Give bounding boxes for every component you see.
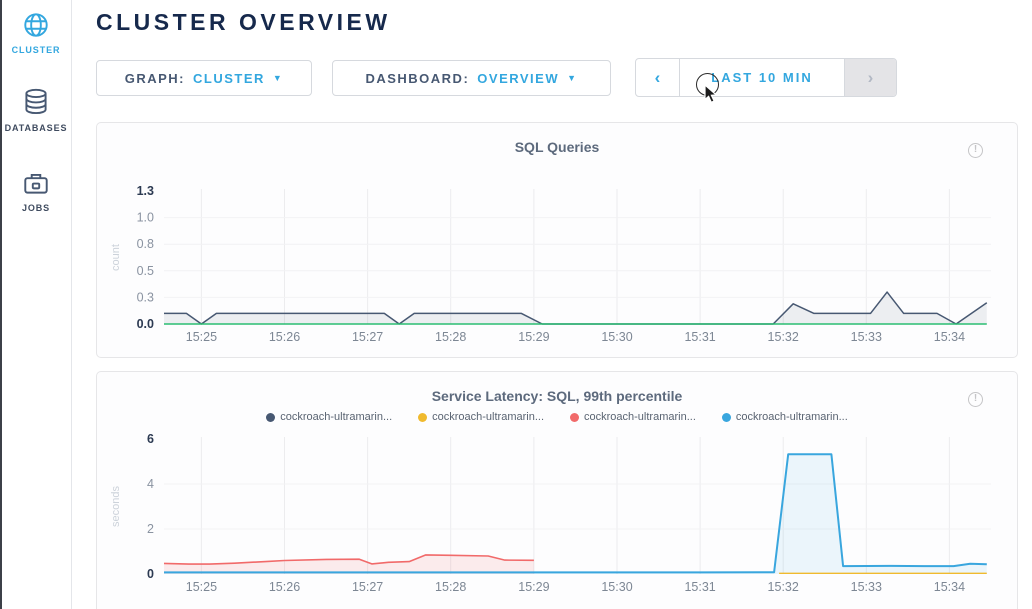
info-icon[interactable] [968, 143, 983, 158]
sql-queries-chart[interactable]: 0.0 0.3 0.5 0.8 1.0 1.3 15:25 15:26 15:27 15:28 15… [97, 123, 1019, 359]
svg-text:15:28: 15:28 [435, 330, 466, 344]
legend-label: cockroach-ultramarin... [584, 411, 696, 423]
legend-item[interactable]: cockroach-ultramarin... [418, 411, 544, 423]
svg-text:15:27: 15:27 [352, 580, 383, 594]
page-title: CLUSTER OVERVIEW [96, 9, 391, 35]
svg-text:15:31: 15:31 [684, 580, 715, 594]
svg-text:15:34: 15:34 [934, 580, 965, 594]
svg-text:15:33: 15:33 [851, 580, 882, 594]
svg-text:15:30: 15:30 [601, 580, 632, 594]
briefcase-icon [24, 174, 48, 194]
svg-text:15:26: 15:26 [269, 330, 300, 344]
time-range-prev-button[interactable]: ‹ [636, 59, 680, 96]
sidebar-item-label: CLUSTER [11, 45, 61, 55]
database-icon [25, 88, 47, 115]
svg-text:15:32: 15:32 [768, 580, 799, 594]
dashboard-dropdown-value: OVERVIEW [477, 70, 560, 86]
svg-text:15:26: 15:26 [269, 580, 300, 594]
svg-text:15:28: 15:28 [435, 580, 466, 594]
svg-text:count: count [110, 244, 122, 271]
svg-text:0.0: 0.0 [137, 317, 154, 331]
svg-text:2: 2 [147, 522, 154, 536]
graph-dropdown-value: CLUSTER [192, 70, 265, 86]
dashboard-dropdown-label: DASHBOARD: [365, 70, 470, 86]
svg-text:15:31: 15:31 [684, 330, 715, 344]
svg-text:15:27: 15:27 [352, 330, 383, 344]
svg-text:0.5: 0.5 [137, 264, 154, 278]
chart2-legend: cockroach-ultramarin... cockroach-ultrama… [97, 411, 1017, 423]
sidebar-item-label: JOBS [21, 203, 51, 213]
chevron-down-icon [567, 74, 577, 83]
svg-text:0.3: 0.3 [137, 290, 154, 304]
sql-queries-panel: 0.0 0.3 0.5 0.8 1.0 1.3 15:25 15:26 15:27 15:28 15… [96, 122, 1018, 358]
info-icon[interactable] [968, 392, 983, 407]
svg-text:1.0: 1.0 [137, 211, 154, 225]
service-latency-chart[interactable]: 0 2 4 6 15:25 15:26 15:27 15:28 15:29 15:30 15:31 1… [97, 372, 1019, 609]
sidebar-item-cluster[interactable]: CLUSTER [0, 10, 72, 55]
svg-text:4: 4 [147, 477, 154, 491]
sidebar-item-jobs[interactable]: JOBS [0, 168, 72, 213]
graph-dropdown-label: GRAPH: [124, 70, 185, 86]
chart-title: Service Latency: SQL, 99th percentile [431, 388, 683, 404]
svg-text:1.3: 1.3 [137, 184, 154, 198]
time-range-label[interactable]: LAST 10 MIN [711, 70, 813, 85]
legend-dot-icon [721, 412, 731, 422]
sidebar-item-databases[interactable]: DATABASES [0, 86, 72, 133]
svg-text:6: 6 [147, 432, 154, 446]
legend-label: cockroach-ultramarin... [735, 411, 848, 423]
time-range-widget: ‹ LAST 10 MIN › [635, 58, 897, 97]
service-latency-panel: 0 2 4 6 15:25 15:26 15:27 15:28 15:29 15:30 15:31 1… [96, 371, 1018, 609]
dashboard-dropdown[interactable]: DASHBOARD: OVERVIEW [332, 60, 611, 96]
svg-text:0.8: 0.8 [137, 237, 154, 251]
legend-item[interactable]: cockroach-ultramarin... [721, 411, 848, 423]
legend-label: cockroach-ultramarin... [280, 411, 393, 423]
legend-label: cockroach-ultramarin... [432, 411, 544, 423]
chevron-down-icon [273, 74, 283, 83]
legend-item[interactable]: cockroach-ultramarin... [570, 411, 696, 423]
time-range-next-button[interactable]: › [844, 59, 896, 96]
left-edge-strip [0, 0, 2, 609]
svg-text:15:34: 15:34 [934, 330, 965, 344]
legend-dot-icon [266, 412, 276, 422]
svg-text:15:25: 15:25 [186, 580, 217, 594]
globe-icon [24, 13, 48, 37]
sidebar-item-label: DATABASES [4, 123, 68, 133]
svg-text:15:29: 15:29 [518, 580, 549, 594]
svg-text:15:25: 15:25 [186, 330, 217, 344]
legend-dot-icon [570, 412, 579, 422]
svg-text:15:33: 15:33 [851, 330, 882, 344]
svg-text:15:29: 15:29 [518, 330, 549, 344]
legend-dot-icon [418, 412, 428, 422]
svg-text:seconds: seconds [110, 486, 122, 527]
chart-title: SQL Queries [514, 139, 600, 155]
sidebar: CLUSTER DATABASES JOBS [0, 0, 72, 609]
legend-item[interactable]: cockroach-ultramarin... [266, 411, 392, 423]
graph-dropdown[interactable]: GRAPH: CLUSTER [96, 60, 312, 96]
svg-text:0: 0 [147, 567, 154, 581]
svg-text:15:30: 15:30 [601, 330, 632, 344]
svg-text:15:32: 15:32 [768, 330, 799, 344]
